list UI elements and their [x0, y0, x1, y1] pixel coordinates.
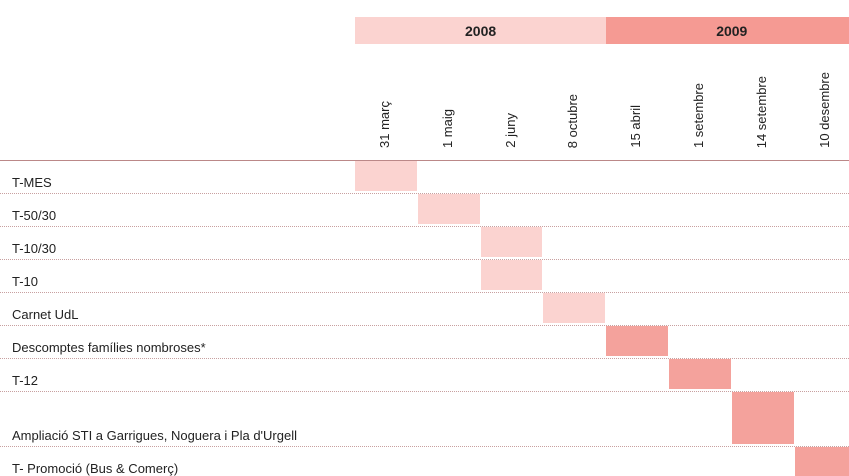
row-label: T-MES: [12, 175, 52, 190]
row-divider: [0, 446, 849, 447]
row-label: T-10/30: [12, 241, 57, 256]
date-label: 2 juny: [502, 113, 518, 148]
row-divider: [0, 259, 849, 260]
row-label: Carnet UdL: [12, 307, 79, 322]
row-divider: [0, 358, 849, 359]
row-divider: [0, 292, 849, 293]
row-divider: [0, 325, 849, 326]
row-label: Descomptes famílies nombroses*: [12, 340, 206, 355]
year-header: 2008: [355, 17, 607, 44]
header-rule: [0, 160, 849, 161]
date-label: 14 setembre: [753, 75, 769, 148]
row-divider: [0, 391, 849, 392]
date-label: 1 setembre: [691, 82, 706, 148]
row-label: T-50/30: [12, 208, 57, 223]
row-cell: [543, 293, 606, 323]
year-header: 2009: [606, 17, 849, 44]
row-cell: [417, 194, 480, 224]
row-divider: [0, 193, 849, 194]
row-cell: [731, 392, 794, 444]
row-cell: [794, 447, 849, 476]
date-label: 31 març: [377, 101, 392, 148]
row-cell: [606, 326, 668, 356]
row-cell: [480, 227, 543, 257]
row-cell: [480, 260, 543, 290]
date-label: 8 octubre: [565, 93, 581, 148]
date-label: 10 desembre: [816, 72, 832, 148]
date-label: 1 maig: [439, 108, 455, 148]
row-label: T- Promoció (Bus & Comerç): [12, 461, 179, 476]
row-cell: [355, 161, 417, 191]
date-label: 15 abril: [628, 105, 644, 148]
row-cell: [669, 359, 731, 389]
row-label: T-12: [12, 373, 39, 388]
row-divider: [0, 226, 849, 227]
row-label: T-10: [12, 274, 39, 289]
row-label: Ampliació STI a Garrigues, Noguera i Pla…: [12, 428, 297, 443]
